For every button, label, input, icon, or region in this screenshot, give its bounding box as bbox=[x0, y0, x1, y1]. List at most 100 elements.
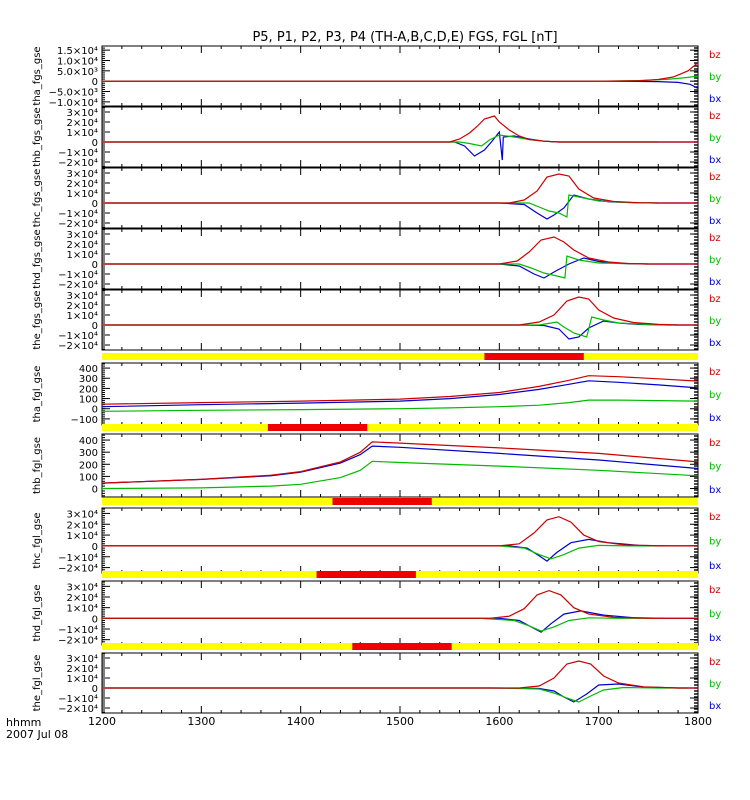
panel-frame bbox=[101, 362, 699, 426]
legend-by: by bbox=[709, 316, 721, 327]
y-axis-label: thb_fgs_gse bbox=[32, 107, 43, 166]
y-tick-label: 0 bbox=[92, 321, 98, 332]
y-axis-label: thb_fgl_gse bbox=[32, 437, 43, 494]
y-tick-label: −1×10⁴ bbox=[58, 553, 98, 564]
series-line-bx bbox=[102, 610, 698, 633]
y-tick-label: −2×10⁴ bbox=[58, 636, 98, 647]
y-tick-label: −1×10⁴ bbox=[58, 148, 98, 159]
y-tick-label: 3×10⁴ bbox=[67, 582, 98, 593]
y-tick-label: 1×10⁴ bbox=[67, 674, 98, 685]
legend-bx: bx bbox=[709, 338, 721, 349]
legend-bx: bx bbox=[709, 413, 721, 424]
series-line-bz bbox=[102, 236, 698, 265]
y-tick-label: 300 bbox=[79, 448, 98, 459]
series-line-by bbox=[102, 686, 689, 703]
legend-by: by bbox=[709, 255, 721, 266]
legend-bx: bx bbox=[709, 633, 721, 644]
right-minor-ticks bbox=[694, 169, 698, 228]
series-line-by bbox=[102, 617, 659, 632]
y-tick-label: 0 bbox=[92, 614, 98, 625]
series-line-by bbox=[102, 75, 699, 82]
right-minor-ticks bbox=[694, 230, 698, 289]
panel-frame bbox=[101, 106, 699, 168]
y-tick-label: 2×10⁴ bbox=[67, 520, 98, 531]
x-tick-label: 1400 bbox=[287, 715, 315, 728]
panel-frame bbox=[101, 507, 699, 574]
y-tick-label: 1×10⁴ bbox=[67, 311, 98, 322]
y-tick-label: 100 bbox=[79, 395, 98, 406]
right-minor-ticks bbox=[694, 582, 698, 644]
right-minor-ticks bbox=[694, 364, 698, 423]
y-tick-label: −1×10⁴ bbox=[58, 694, 98, 705]
legend-bz: bz bbox=[709, 657, 721, 668]
legend-by: by bbox=[709, 609, 721, 620]
y-tick-label: −2×10⁴ bbox=[58, 158, 98, 169]
y-tick-label: 2×10⁴ bbox=[67, 664, 98, 675]
legend-bz: bz bbox=[709, 512, 721, 523]
y-tick-label: 1×10⁴ bbox=[67, 128, 98, 139]
legend-by: by bbox=[709, 462, 721, 473]
legend-bx: bx bbox=[709, 701, 721, 712]
series-line-bz bbox=[102, 173, 698, 204]
series-line-by bbox=[102, 544, 669, 560]
y-tick-label: −1×10⁴ bbox=[58, 209, 98, 220]
panel-frame bbox=[101, 228, 699, 290]
y-axis-label: tha_fgl_gse bbox=[32, 366, 43, 423]
legend-by: by bbox=[709, 72, 721, 83]
availability-bar-segment bbox=[316, 571, 416, 578]
panel-frame bbox=[101, 580, 699, 646]
y-tick-label: 400 bbox=[79, 436, 98, 447]
legend-bz: bz bbox=[709, 585, 721, 596]
series-line-bx bbox=[102, 130, 698, 161]
availability-bar bbox=[102, 424, 698, 431]
series-line-bz bbox=[102, 589, 698, 619]
legend-by: by bbox=[709, 390, 721, 401]
series-line-by bbox=[101, 399, 699, 412]
panel-frame bbox=[101, 167, 699, 229]
y-tick-label: 100 bbox=[79, 472, 98, 483]
y-tick-label: 3×10⁴ bbox=[67, 230, 98, 241]
y-tick-label: −1×10⁴ bbox=[58, 331, 98, 342]
y-tick-label: −2×10⁴ bbox=[58, 564, 98, 575]
legend-bz: bz bbox=[709, 233, 721, 244]
x-tick-label: 1300 bbox=[187, 715, 215, 728]
y-tick-label: −2×10⁴ bbox=[58, 341, 98, 352]
series-line-by bbox=[102, 134, 659, 147]
y-tick-label: −2×10⁴ bbox=[58, 704, 98, 715]
series-line-bz bbox=[102, 115, 698, 143]
series-line-by bbox=[102, 194, 659, 218]
series-line-bx bbox=[102, 194, 698, 220]
legend-bz: bz bbox=[709, 367, 721, 378]
y-tick-label: 0 bbox=[92, 260, 98, 271]
y-tick-label: 3×10⁴ bbox=[67, 291, 98, 302]
series-line-bz bbox=[102, 516, 698, 547]
y-tick-label: 2×10⁴ bbox=[67, 118, 98, 129]
series-line-by bbox=[101, 460, 699, 490]
y-tick-label: 0 bbox=[92, 138, 98, 149]
y-tick-label: 300 bbox=[79, 374, 98, 385]
series-line-bx bbox=[102, 320, 698, 340]
y-tick-label: 3×10⁴ bbox=[67, 654, 98, 665]
legend-bx: bx bbox=[709, 155, 721, 166]
date-label: 2007 Jul 08 bbox=[6, 728, 68, 741]
y-tick-label: −5.0×10³ bbox=[49, 88, 98, 99]
right-minor-ticks bbox=[694, 509, 698, 571]
y-tick-label: 200 bbox=[79, 384, 98, 395]
y-tick-label: 1.5×10⁴ bbox=[57, 46, 98, 57]
y-axis-label: thc_fgs_gse bbox=[32, 169, 43, 228]
y-tick-label: −1×10⁴ bbox=[58, 625, 98, 636]
series-line-bz bbox=[102, 62, 699, 82]
legend-bz: bz bbox=[709, 294, 721, 305]
legend-bz: bz bbox=[709, 172, 721, 183]
y-axis-label: the_fgl_gse bbox=[32, 655, 43, 712]
right-minor-ticks bbox=[694, 108, 698, 167]
availability-bar-segment bbox=[484, 353, 584, 360]
y-tick-label: 0 bbox=[92, 77, 98, 88]
